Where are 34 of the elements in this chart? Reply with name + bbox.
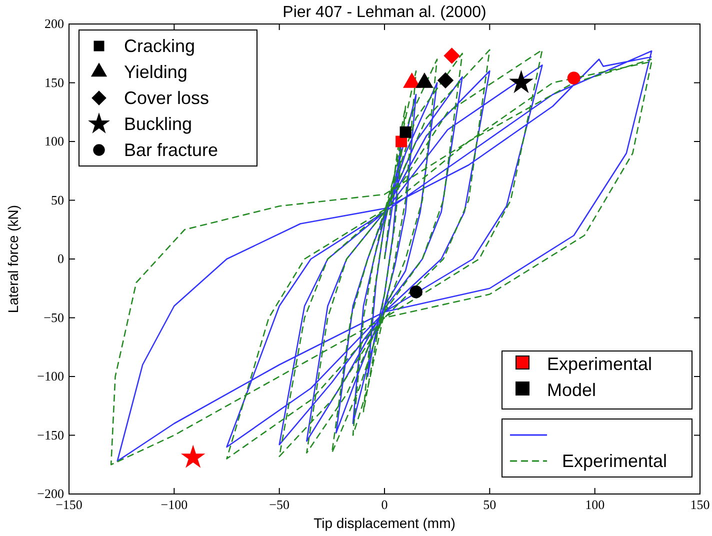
legend-label: Buckling: [124, 114, 192, 134]
y-tick-label: −50: [44, 310, 64, 325]
point: [567, 72, 580, 84]
point: [400, 126, 412, 138]
chart-title: Pier 407 - Lehman al. (2000): [282, 4, 486, 21]
y-tick-label: −200: [37, 486, 64, 501]
y-tick-label: 100: [44, 134, 64, 148]
annotation: Model: [547, 380, 596, 400]
annotation: Experimental: [547, 354, 652, 374]
x-axis-title: Tip displacement (mm): [314, 515, 456, 531]
y-tick-label: 200: [44, 16, 64, 31]
legend-label: Cover loss: [124, 88, 210, 108]
legend-label: Experimental: [562, 451, 668, 471]
x-tick-label: 100: [585, 497, 605, 512]
point: [182, 446, 204, 468]
y-axis-title: Lateral force (kN): [5, 204, 21, 314]
x-tick-label: −50: [269, 497, 290, 512]
y-tick-label: 50: [51, 192, 64, 208]
color-key-box: Experimental Model: [502, 350, 692, 410]
legend-label: Yielding: [124, 62, 188, 82]
point: [444, 48, 460, 64]
y-tick-label: 0: [58, 251, 64, 266]
x-tick-label: 0: [381, 497, 388, 512]
point: [510, 71, 532, 92]
y-tick-label: −100: [37, 368, 64, 384]
x-tick-label: 50: [483, 497, 496, 512]
point: [438, 72, 454, 88]
x-tick-label: 150: [690, 497, 710, 512]
legend-label: Bar fracture: [124, 140, 218, 160]
legend-label: Cracking: [124, 36, 196, 56]
y-tick-label: −150: [37, 427, 64, 442]
x-tick-label: −100: [160, 497, 188, 512]
y-tick-label: 150: [44, 74, 64, 90]
point: [410, 285, 422, 298]
